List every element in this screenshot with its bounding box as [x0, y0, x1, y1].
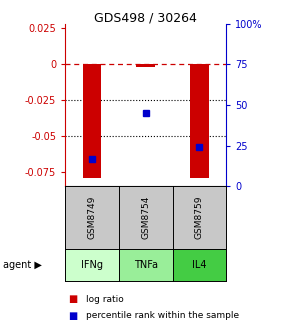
Text: IL4: IL4: [192, 260, 207, 269]
Text: GSM8749: GSM8749: [88, 196, 97, 239]
Bar: [83, 64, 102, 178]
Text: percentile rank within the sample: percentile rank within the sample: [86, 311, 239, 320]
Text: GDS498 / 30264: GDS498 / 30264: [94, 12, 196, 25]
Text: log ratio: log ratio: [86, 295, 123, 303]
Text: TNFa: TNFa: [134, 260, 158, 269]
Text: agent ▶: agent ▶: [3, 260, 42, 269]
Bar: [136, 64, 155, 67]
Text: GSM8754: GSM8754: [141, 196, 150, 239]
Text: IFNg: IFNg: [81, 260, 103, 269]
Text: GSM8759: GSM8759: [195, 196, 204, 239]
Bar: [190, 64, 209, 178]
Text: ■: ■: [68, 311, 77, 321]
Text: ■: ■: [68, 294, 77, 304]
